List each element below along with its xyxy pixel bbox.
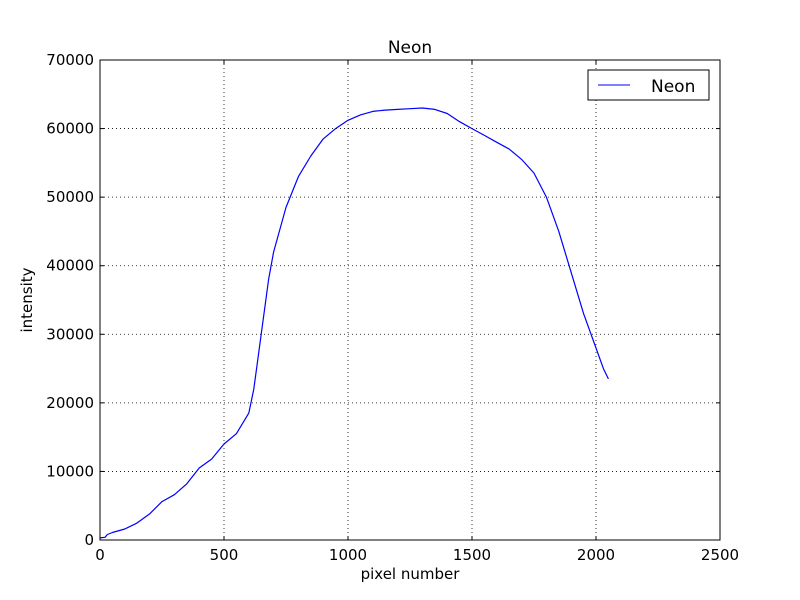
x-tick-label: 500: [210, 546, 239, 564]
plot-frame: [99, 59, 721, 541]
legend: Neon: [587, 69, 710, 101]
x-tick-label: 2000: [577, 546, 615, 564]
x-axis-label: pixel number: [361, 565, 461, 583]
series-line-neon: [99, 107, 609, 539]
x-tick-label: 1500: [453, 546, 491, 564]
x-tick-label: 0: [95, 546, 105, 564]
y-tick-label: 10000: [46, 462, 94, 480]
ticks: 0 500 1000 1500 2000 2500 0 10000 20000 30000 4000…: [46, 51, 739, 564]
y-tick-label: 0: [84, 531, 94, 549]
y-tick-label: 20000: [46, 394, 94, 412]
chart-title: Neon: [388, 38, 432, 58]
x-tick-label: 1000: [329, 546, 367, 564]
y-tick-label: 30000: [46, 325, 94, 343]
y-axis-label: intensity: [18, 267, 36, 332]
y-tick-label: 50000: [46, 188, 94, 206]
x-tick-label: 2500: [701, 546, 739, 564]
y-tick-label: 70000: [46, 51, 94, 69]
y-tick-label: 40000: [46, 257, 94, 275]
plot-area: [100, 60, 720, 540]
legend-label-neon: Neon: [651, 77, 695, 97]
series-layer: [99, 107, 609, 539]
y-tick-label: 60000: [46, 120, 94, 138]
